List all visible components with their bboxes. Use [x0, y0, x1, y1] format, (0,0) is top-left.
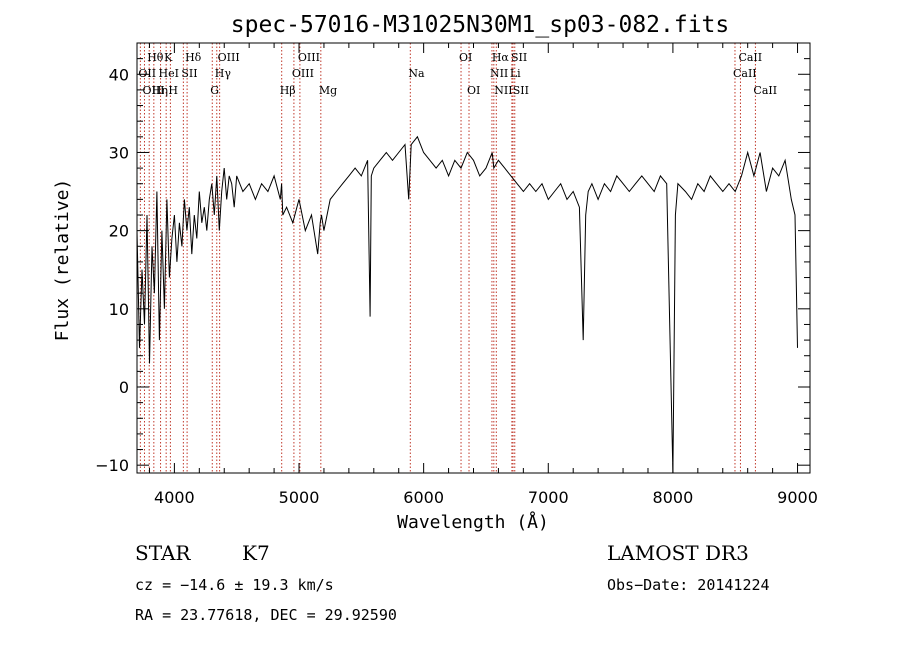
spectral-line-markers — [139, 43, 756, 473]
spectral-line-label: K — [164, 51, 173, 64]
spectral-line-label: CaII — [733, 67, 757, 80]
spectral-line-label: Na — [408, 67, 425, 80]
x-axis-ticks: 4000 5000 6000 7000 8000 9000 — [148, 43, 818, 507]
redshift-readout: cz = −14.6 ± 19.3 km/s — [135, 576, 334, 594]
coordinates-readout: RA = 23.77618, DEC = 29.92590 — [135, 606, 397, 624]
spectral-line-label: Hθ — [147, 51, 164, 64]
spectral-line-label: OIII — [292, 67, 314, 80]
spectral-line-label: OIII — [298, 51, 320, 64]
y-axis-ticks: −10 0 10 20 30 40 — [95, 42, 810, 475]
x-tick-label: 7000 — [528, 488, 569, 507]
spectral-line-label: Hγ — [215, 67, 232, 80]
x-tick-label: 5000 — [279, 488, 320, 507]
spectral-line-label: G — [210, 84, 219, 97]
y-tick-label: 10 — [109, 300, 129, 319]
object-subclass: K7 — [242, 541, 270, 565]
x-tick-label: 4000 — [154, 488, 195, 507]
spectral-line-label: Mg — [319, 84, 337, 97]
y-tick-label: 40 — [109, 65, 129, 84]
y-tick-label: 20 — [109, 222, 129, 241]
spectral-line-label: SII — [513, 84, 529, 97]
flux-series-line — [136, 135, 798, 474]
y-tick-label: −10 — [95, 456, 129, 475]
observation-date: Obs−Date: 20141224 — [607, 576, 770, 594]
spectral-line-label: NII — [494, 84, 512, 97]
spectral-line-label: HeI — [159, 67, 179, 80]
plot-frame — [136, 42, 811, 474]
spectral-line-label: H — [168, 84, 178, 97]
spectral-line-label: Hδ — [185, 51, 202, 64]
spectral-line-label: CaII — [738, 51, 762, 64]
spectral-line-label: SII — [181, 67, 197, 80]
spectral-line-label: OI — [467, 84, 480, 97]
spectral-line-label: Li — [510, 67, 521, 80]
spectral-line-label: SII — [511, 51, 527, 64]
spectral-line-label: OII — [138, 67, 156, 80]
spectral-line-label: OI — [459, 51, 472, 64]
spectral-line-label: NII — [490, 67, 508, 80]
x-axis-label: Wavelength (Å) — [397, 511, 549, 533]
chart-title: spec-57016-M31025N30M1_sp03-082.fits — [231, 12, 730, 38]
y-axis-label: Flux (relative) — [52, 179, 73, 342]
x-tick-label: 9000 — [777, 488, 818, 507]
object-class: STAR — [135, 541, 191, 565]
survey-name: LAMOST DR3 — [607, 541, 749, 565]
spectral-line-label: Hη — [152, 84, 168, 97]
y-tick-label: 0 — [119, 378, 129, 397]
spectral-line-label: Hβ — [280, 84, 296, 97]
x-tick-label: 8000 — [653, 488, 694, 507]
spectral-line-label: OIII — [218, 51, 240, 64]
y-tick-label: 30 — [109, 143, 129, 162]
spectral-line-label: OIII — [142, 84, 164, 97]
x-tick-label: 6000 — [403, 488, 444, 507]
spectral-line-label: Hα — [492, 51, 510, 64]
spectral-line-label: CaII — [753, 84, 777, 97]
